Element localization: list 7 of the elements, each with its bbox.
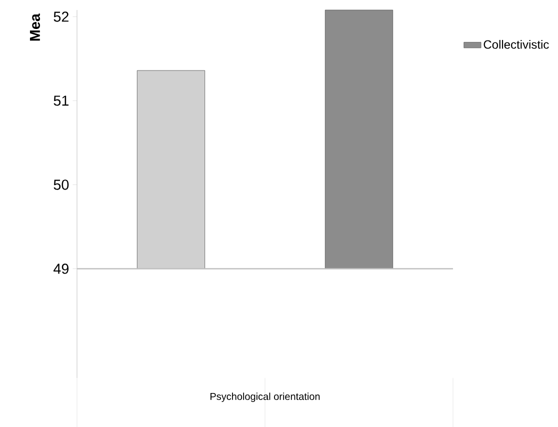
legend-label: Collectivistic [484,40,549,49]
y-tick-label: 50 [54,180,69,190]
y-axis-title: Mea [30,13,40,41]
x-axis-title: Psychological orientation [210,392,320,402]
y-tick-label: 49 [54,264,69,274]
y-tick-label: 51 [54,96,68,106]
y-tick-label: 52 [54,12,68,22]
